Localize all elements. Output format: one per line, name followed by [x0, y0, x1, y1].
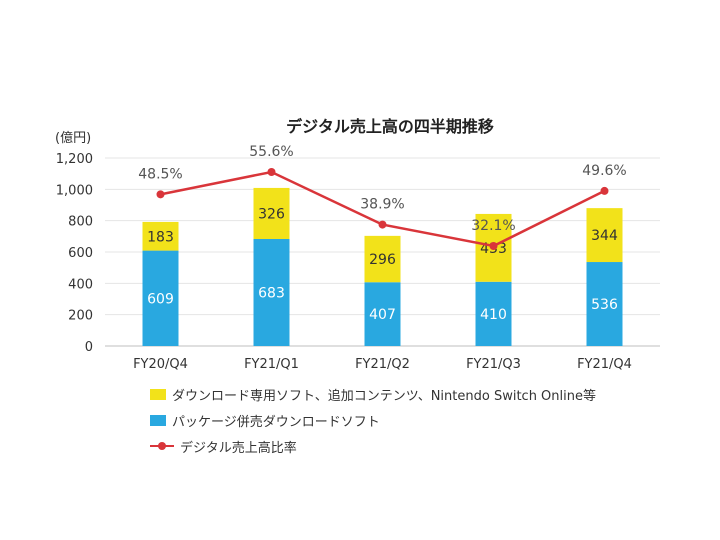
bar-download-only [142, 221, 179, 251]
legend: ダウンロード専用ソフト、追加コンテンツ、Nintendo Switch Onli… [150, 383, 596, 461]
gridlines [105, 157, 660, 347]
legend-swatch-blue [150, 414, 166, 426]
x-tick-label: FY21/Q3 [466, 357, 521, 372]
bars: 609183683326407296410433536344 [142, 187, 623, 346]
bar-package-download [253, 238, 290, 346]
data-label-package-download: 609 [147, 291, 174, 307]
x-axis-ticks: FY20/Q4 FY21/Q1 FY21/Q2 FY21/Q3 FY21/Q4 [133, 357, 632, 372]
ratio-point [600, 186, 609, 195]
legend-label: デジタル売上高比率 [180, 440, 297, 456]
bar-package-download [475, 281, 512, 346]
data-label-download-only: 344 [591, 228, 618, 244]
data-label-download-only: 183 [147, 229, 174, 245]
y-tick-label: 1,200 [56, 152, 93, 167]
bar-download-only [364, 235, 401, 283]
x-tick-label: FY21/Q1 [244, 357, 299, 372]
x-tick-label: FY20/Q4 [133, 357, 188, 372]
bar-package-download [364, 282, 401, 346]
ratio-line: 48.5% 55.6% 38.9% 32.1% 49.6% [138, 144, 627, 250]
ratio-label: 32.1% [471, 218, 515, 234]
ratio-label: 38.9% [360, 197, 404, 213]
data-label-package-download: 410 [480, 307, 507, 323]
ratio-label: 55.6% [249, 144, 293, 160]
x-tick-label: FY21/Q4 [577, 357, 632, 372]
legend-item-package-download: パッケージ併売ダウンロードソフト [150, 409, 596, 431]
y-tick-label: 0 [85, 340, 93, 355]
ratio-label: 48.5% [138, 166, 182, 182]
bar-download-only [586, 208, 623, 263]
data-label-download-only: 296 [369, 252, 396, 268]
y-tick-label: 200 [68, 309, 93, 324]
ratio-label: 49.6% [582, 163, 626, 179]
data-label-package-download: 683 [258, 285, 285, 301]
chart-title: デジタル売上高の四半期推移 [286, 117, 494, 136]
y-tick-label: 800 [68, 215, 93, 230]
legend-item-digital-ratio: デジタル売上高比率 [150, 435, 596, 457]
legend-label: ダウンロード専用ソフト、追加コンテンツ、Nintendo Switch Onli… [172, 388, 596, 404]
legend-marker [158, 442, 166, 450]
legend-label: パッケージ併売ダウンロードソフト [172, 414, 380, 430]
data-label-package-download: 536 [591, 297, 618, 313]
bar-package-download [142, 250, 179, 346]
ratio-point [267, 168, 276, 176]
bar-download-only [253, 187, 290, 239]
y-tick-label: 600 [68, 246, 93, 261]
y-axis-unit: (億円) [55, 130, 91, 146]
legend-swatch-yellow [150, 388, 166, 400]
ratio-point [489, 242, 498, 250]
data-label-package-download: 407 [369, 307, 396, 323]
ratio-point [156, 190, 165, 199]
legend-line-red [150, 442, 174, 450]
y-tick-label: 400 [68, 277, 93, 292]
bar-package-download [586, 262, 623, 346]
y-axis-ticks: 0 200 400 600 800 1,000 1,200 [56, 152, 93, 355]
ratio-point [378, 220, 387, 229]
legend-item-download-only: ダウンロード専用ソフト、追加コンテンツ、Nintendo Switch Onli… [150, 383, 596, 405]
data-label-download-only: 326 [258, 206, 285, 222]
y-tick-label: 1,000 [56, 183, 93, 198]
x-tick-label: FY21/Q2 [355, 357, 410, 372]
